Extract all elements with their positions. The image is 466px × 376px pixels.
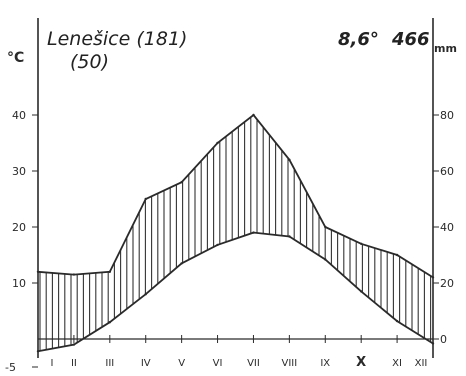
month-label: VII — [247, 358, 260, 369]
month-label: IV — [141, 358, 151, 369]
precipitation-point — [395, 253, 399, 257]
precipitation-point — [108, 270, 112, 273]
temperature-point — [360, 290, 363, 293]
precipitation-line — [37, 113, 434, 279]
precipitation-point — [180, 181, 183, 184]
month-label: II — [71, 358, 77, 369]
month-label: III — [105, 358, 114, 369]
temp-tick-label: -5 — [5, 361, 16, 374]
precip-tick-label: 60 — [440, 165, 454, 178]
temp-tick-label: 20 — [12, 221, 26, 234]
station-name: Lenešice (181) — [47, 28, 187, 50]
temp-tick-label: 30 — [12, 165, 26, 178]
temp-tick-label: 10 — [12, 277, 26, 290]
temperature-point — [395, 319, 399, 323]
precipitation-point — [216, 141, 219, 145]
month-label: IX — [320, 358, 330, 369]
month-label: XII — [415, 358, 428, 369]
month-label: XI — [392, 358, 402, 369]
precipitation-point — [72, 273, 76, 276]
precip-tick-label: 40 — [440, 221, 454, 234]
month-label: VIII — [282, 358, 298, 369]
precip-tick-label: 80 — [440, 109, 454, 122]
precipitation-point — [288, 158, 291, 161]
temperature-unit: °C — [7, 50, 24, 66]
ticks-layer: I II III IV V VI VII VIII IX X XI XII-5102030400204… — [5, 109, 454, 374]
month-label: I — [51, 358, 54, 369]
temperature-point — [72, 343, 76, 346]
humid-period-hatching — [39, 117, 432, 351]
month-label: X — [356, 355, 366, 370]
precipitation-point — [144, 197, 147, 201]
mean-temperature: 8,6° — [338, 29, 379, 50]
temperature-point — [144, 293, 147, 296]
precipitation-point — [324, 225, 327, 229]
precipitation-point — [360, 242, 363, 245]
precipitation-point — [252, 113, 255, 117]
precip-tick-label: 0 — [440, 333, 447, 346]
temp-tick-label: 40 — [12, 109, 26, 122]
temperature-point — [288, 235, 291, 238]
curves-layer — [36, 113, 435, 353]
temperature-point — [252, 231, 255, 234]
month-label: V — [178, 358, 185, 369]
axes-layer — [37, 18, 434, 358]
temperature-point — [324, 258, 327, 261]
temperature-point — [108, 321, 112, 324]
temperature-point — [216, 243, 219, 247]
observation-years: (50) — [70, 51, 109, 73]
temperature-point — [180, 262, 183, 265]
precipitation-unit: mm — [434, 42, 457, 55]
temperature-line — [37, 231, 434, 353]
precip-tick-label: 20 — [440, 277, 454, 290]
annual-precipitation: 466 — [391, 29, 430, 50]
month-label: VI — [213, 358, 223, 369]
